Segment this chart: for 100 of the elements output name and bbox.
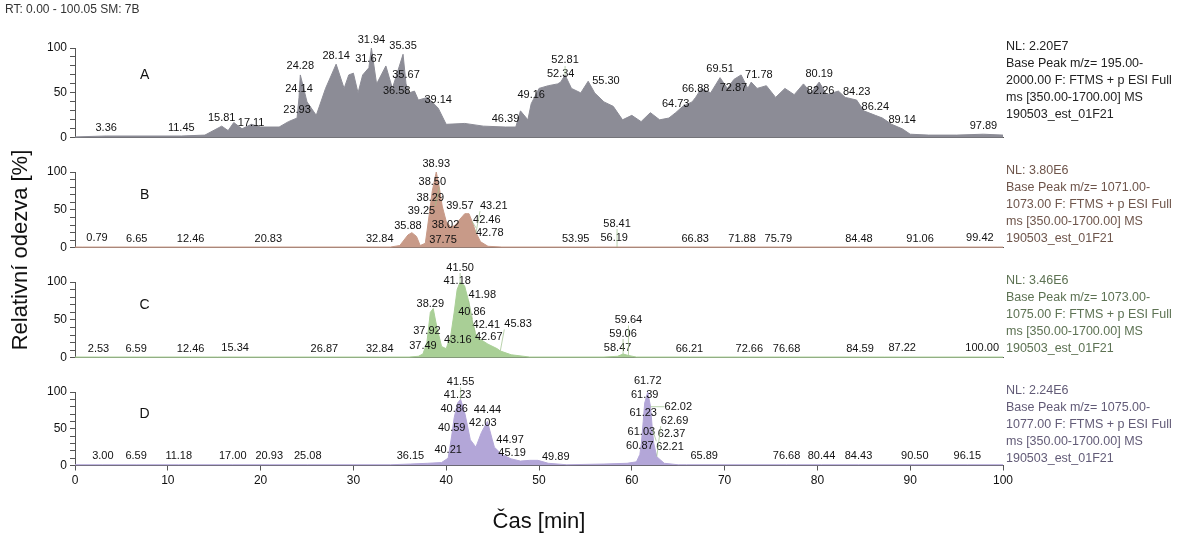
text: NL: 2.24E6 (1006, 382, 1070, 399)
annotation: 59.06 (609, 326, 637, 339)
annotation: 41.55 (446, 374, 475, 387)
annotation: 76.68 (772, 341, 801, 354)
annotation: 15.81 (207, 110, 236, 123)
annotation: 42.67 (474, 330, 503, 343)
annotation: 41.18 (443, 274, 471, 287)
annotation: 15.34 (221, 341, 249, 354)
annotation: 35.35 (389, 38, 417, 51)
annotation: 44.44 (473, 402, 502, 415)
y-tick-label: 0 (60, 130, 68, 145)
annotation: 2.53 (87, 341, 110, 354)
annotation: 3.00 (92, 449, 114, 462)
annotation: 58.41 (603, 216, 631, 229)
text: NL: 3.46E6 (1006, 272, 1070, 289)
x-tick-label: 70 (717, 473, 732, 488)
annotation: 62.21 (656, 439, 684, 452)
annotation: 38.02 (431, 218, 460, 231)
annotation: 23.93 (283, 102, 311, 115)
annotation: 6.65 (126, 231, 148, 244)
annotation: 37.92 (413, 324, 441, 337)
annotation: 89.14 (888, 113, 916, 126)
x-axis-title: Čas [min] (492, 507, 586, 533)
annotation: 42.41 (472, 317, 501, 330)
annotation: 11.18 (165, 449, 193, 462)
y-tick-label: 100 (46, 384, 68, 399)
annotation: 80.44 (807, 449, 836, 462)
annotation: 62.37 (657, 427, 686, 440)
text: Base Peak m/z= 195.00-2000.00 F: FTMS + p ESI Full ms [350.00-1700.00] MS 190503_est_01F21 (1006, 55, 1173, 123)
annotation: 66.83 (681, 231, 709, 244)
y-tick-label: 0 (60, 350, 68, 365)
y-tick-label: 50 (53, 312, 68, 327)
annotation: 31.67 (355, 52, 383, 65)
y-tick-label: 100 (46, 40, 68, 55)
annotation: 3.36 (95, 120, 117, 133)
annotation: 55.30 (592, 74, 620, 87)
annotation: 17.00 (219, 449, 247, 462)
annotation: 49.16 (517, 88, 545, 101)
annotation: 64.73 (661, 97, 690, 110)
annotation: 76.68 (772, 449, 801, 462)
annotation: 6.59 (125, 341, 147, 354)
annotation: 26.87 (310, 341, 339, 354)
annotation: 40.21 (434, 442, 462, 455)
y-tick-label: 0 (60, 240, 68, 255)
annotation: 72.87 (719, 81, 748, 94)
x-tick-label: 30 (346, 473, 361, 488)
annotation: 61.72 (634, 373, 662, 386)
annotation: 43.21 (479, 198, 508, 211)
annotation: 86.24 (861, 99, 890, 112)
x-tick-label: 60 (625, 473, 639, 488)
annotation: 84.23 (842, 84, 871, 97)
annotation: 12.46 (176, 341, 205, 354)
x-tick-label: 40 (439, 473, 454, 488)
annotation: 37.49 (409, 338, 437, 351)
annotation: 38.29 (416, 296, 445, 309)
annotation: 59.64 (614, 313, 643, 326)
annotation: 36.15 (396, 448, 425, 461)
annotation: 12.46 (176, 231, 205, 244)
y-tick-label: 0 (60, 457, 68, 472)
annotation: 0.79 (86, 231, 108, 244)
chart-subtitle: RT: 0.00 - 100.05 SM: 7B (5, 2, 140, 17)
annotation: 35.88 (394, 219, 422, 232)
annotation: 45.83 (504, 317, 532, 330)
annotation: 17.11 (237, 115, 265, 128)
text: NL: 3.80E6 (1006, 162, 1070, 179)
annotation: 20.83 (254, 231, 283, 244)
text: D (139, 404, 150, 421)
y-tick-label: 50 (53, 202, 68, 217)
annotation: 100.00 (965, 341, 1000, 354)
annotation: 46.39 (491, 111, 520, 124)
annotation: 37.75 (429, 233, 457, 246)
annotation: 61.03 (627, 424, 656, 437)
text: NL: 2.20E7 (1006, 38, 1070, 55)
annotation: 32.84 (365, 231, 394, 244)
annotation: 75.79 (764, 231, 793, 244)
annotation: 71.78 (745, 67, 773, 80)
annotation: 84.59 (846, 341, 874, 354)
annotation: 53.95 (561, 231, 590, 244)
annotation: 91.06 (906, 231, 934, 244)
annotation: 11.45 (167, 120, 195, 133)
annotation: 39.14 (424, 92, 452, 105)
annotation: 38.93 (422, 156, 451, 169)
annotation: 52.34 (546, 66, 575, 79)
text: A (139, 65, 150, 82)
annotation: 42.46 (473, 212, 501, 225)
annotation: 71.88 (728, 231, 756, 244)
annotation: 60.87 (626, 439, 654, 452)
annotation: 40.59 (437, 420, 466, 433)
annotation: 38.50 (418, 175, 447, 188)
annotation: 96.15 (953, 449, 982, 462)
annotation: 31.94 (357, 32, 386, 45)
y-axis-title: Relativní odezva [%] (7, 149, 33, 351)
annotation: 58.47 (603, 340, 632, 353)
annotation: 72.66 (735, 341, 764, 354)
annotation: 56.19 (600, 231, 628, 244)
annotation: 52.81 (551, 53, 579, 66)
x-tick-label: 50 (532, 473, 546, 488)
annotation: 39.25 (407, 204, 436, 217)
annotation: 61.39 (630, 387, 659, 400)
annotation: 90.50 (901, 449, 929, 462)
